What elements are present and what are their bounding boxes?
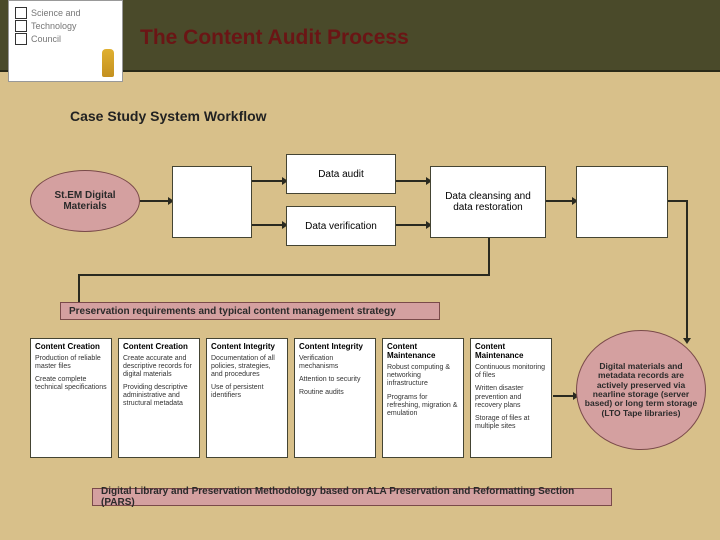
workflow-subtitle: Case Study System Workflow xyxy=(70,108,267,124)
content-box-0: Content Creation Production of reliable … xyxy=(30,338,112,458)
content-box-p: Storage of files at multiple sites xyxy=(475,415,547,431)
content-box-p: Create complete technical specifications xyxy=(35,376,107,392)
content-box-p: Production of reliable master files xyxy=(35,355,107,371)
logo-line-3: Council xyxy=(31,34,61,44)
box-data-verify-label: Data verification xyxy=(305,221,377,232)
connector xyxy=(668,200,688,202)
preservation-band: Preservation requirements and typical co… xyxy=(60,302,440,320)
footer-band: Digital Library and Preservation Methodo… xyxy=(92,488,612,506)
content-box-p: Use of persistent identifiers xyxy=(211,384,283,400)
box-data-cleanse: Data cleansing and data restoration xyxy=(430,166,546,238)
connector xyxy=(553,395,573,397)
result-oval-label: Digital materials and metadata records a… xyxy=(583,362,699,418)
start-oval: St.EM Digital Materials xyxy=(30,170,140,232)
content-box-p: Documentation of all policies, strategie… xyxy=(211,355,283,379)
connector xyxy=(78,274,490,276)
connector xyxy=(686,200,688,338)
result-oval: Digital materials and metadata records a… xyxy=(576,330,706,450)
content-box-hdr: Content Integrity xyxy=(211,342,283,351)
content-box-hdr: Content Creation xyxy=(123,342,195,351)
logo-line-2: Technology xyxy=(31,21,77,31)
content-box-hdr: Content Maintenance xyxy=(475,342,547,360)
connector xyxy=(252,180,282,182)
content-box-p: Continuous monitoring of files xyxy=(475,364,547,380)
connector xyxy=(546,200,572,202)
content-box-p: Create accurate and descriptive records … xyxy=(123,355,195,379)
start-oval-label: St.EM Digital Materials xyxy=(37,190,133,212)
box-data-audit-label: Data audit xyxy=(318,169,364,180)
content-box-p: Verification mechanisms xyxy=(299,355,371,371)
preservation-band-label: Preservation requirements and typical co… xyxy=(69,306,396,317)
connector xyxy=(396,224,426,226)
content-box-3: Content Integrity Verification mechanism… xyxy=(294,338,376,458)
content-box-1: Content Creation Create accurate and des… xyxy=(118,338,200,458)
box-right-empty xyxy=(576,166,668,238)
top-workflow: St.EM Digital Materials Data audit Data … xyxy=(30,150,700,270)
box-data-audit: Data audit xyxy=(286,154,396,194)
connector xyxy=(488,238,490,274)
box-data-cleanse-label: Data cleansing and data restoration xyxy=(435,191,541,213)
content-box-p: Written disaster prevention and recovery… xyxy=(475,385,547,409)
content-box-hdr: Content Creation xyxy=(35,342,107,351)
content-box-p: Routine audits xyxy=(299,389,371,397)
box-empty xyxy=(172,166,252,238)
content-box-p: Providing descriptive administrative and… xyxy=(123,384,195,408)
content-box-hdr: Content Maintenance xyxy=(387,342,459,360)
connector xyxy=(396,180,426,182)
content-box-p: Attention to security xyxy=(299,376,371,384)
page-title: The Content Audit Process xyxy=(140,26,409,50)
content-box-4: Content Maintenance Robust computing & n… xyxy=(382,338,464,458)
connector xyxy=(252,224,282,226)
logo-line-1: Science and xyxy=(31,8,81,18)
footer-band-label: Digital Library and Preservation Methodo… xyxy=(101,486,603,508)
content-box-2: Content Integrity Documentation of all p… xyxy=(206,338,288,458)
content-box-p: Programs for refreshing, migration & emu… xyxy=(387,394,459,418)
oscar-icon xyxy=(102,49,114,77)
box-data-verify: Data verification xyxy=(286,206,396,246)
content-box-hdr: Content Integrity xyxy=(299,342,371,351)
connector xyxy=(140,200,168,202)
content-box-5: Content Maintenance Continuous monitorin… xyxy=(470,338,552,458)
logo-card: Science and Technology Council xyxy=(8,0,123,82)
content-box-p: Robust computing & networking infrastruc… xyxy=(387,364,459,388)
